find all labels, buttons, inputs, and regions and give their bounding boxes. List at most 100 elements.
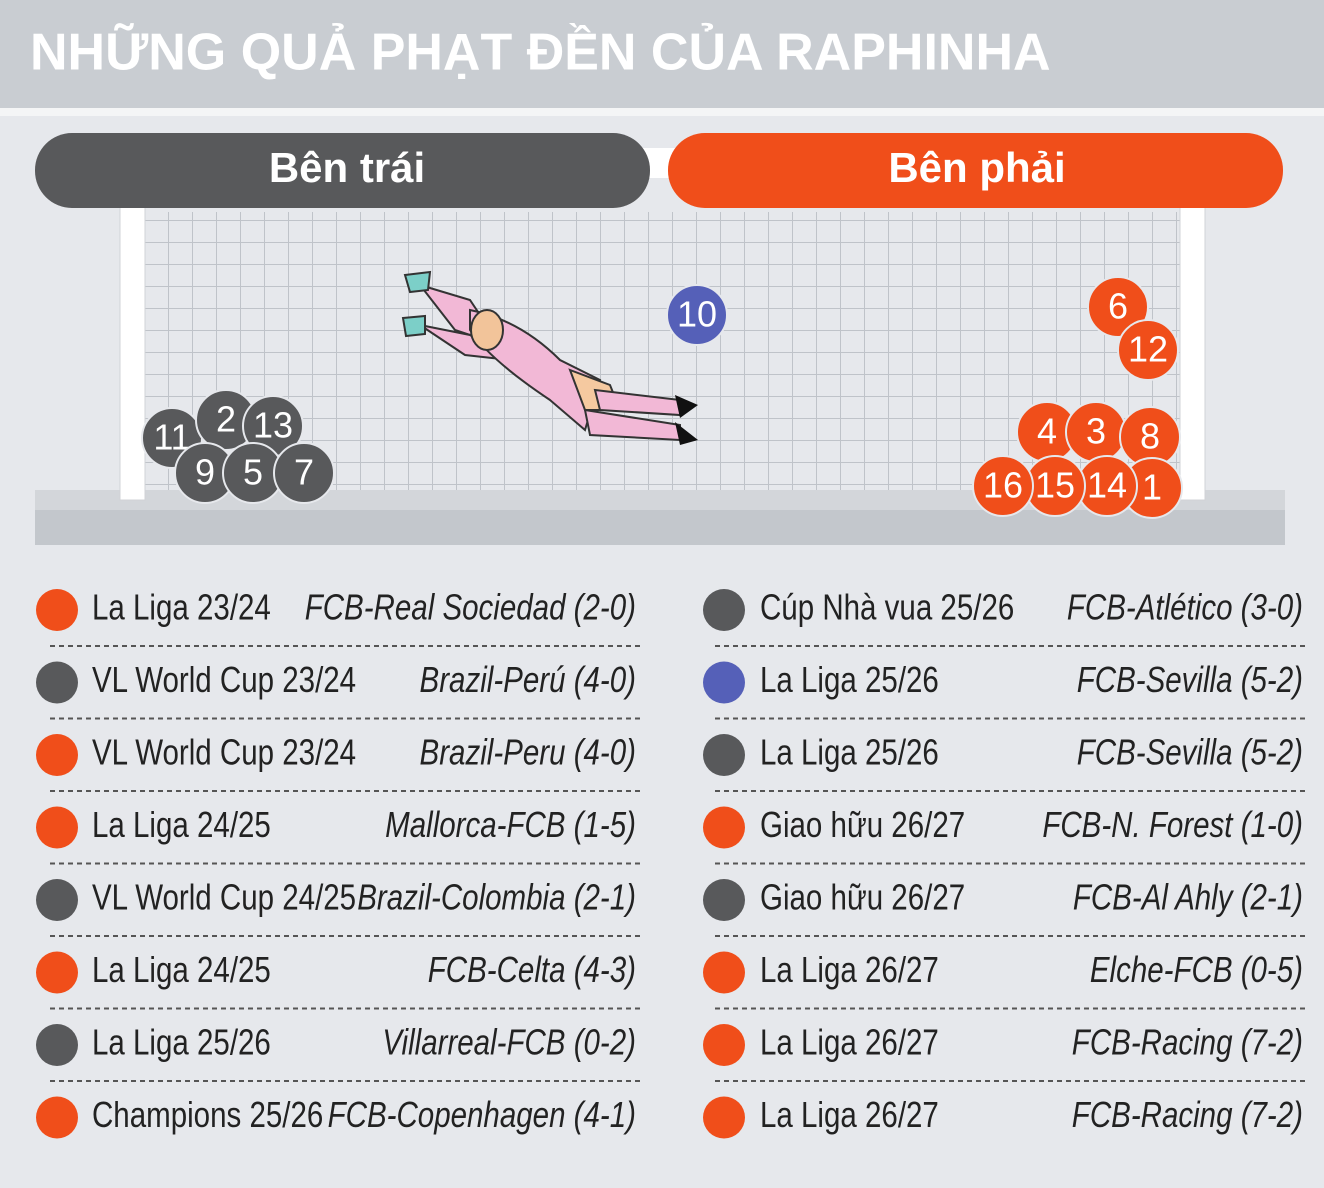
left-side-pill <box>35 133 650 208</box>
competition-group: La Liga 26/27 <box>760 1022 939 1062</box>
ball-number: 6 <box>1108 286 1128 327</box>
competition: Champions 25/26 <box>92 1094 323 1134</box>
legend-dot <box>36 1024 78 1066</box>
match-group: FCB-Sevilla (5-2) <box>1077 659 1303 699</box>
legend-dot <box>703 1024 745 1066</box>
match-group: FCB-Racing (7-2) <box>1072 1094 1303 1134</box>
ball-number: 5 <box>243 452 263 493</box>
legend-dot <box>36 951 78 994</box>
competition: Giao hữu 26/27 <box>760 804 965 844</box>
ball-number: 14 <box>1087 465 1127 506</box>
competition-group: La Liga 25/26 <box>92 1022 271 1062</box>
match-group: FCB-Racing (7-2) <box>1072 1022 1303 1062</box>
match-group: FCB-Celta (4-3) <box>428 949 636 989</box>
ball <box>666 284 728 346</box>
legend-dot <box>703 734 745 776</box>
competition-group: La Liga 24/25 <box>92 949 271 989</box>
match-group: FCB-Al Ahly (2-1) <box>1073 877 1303 917</box>
match: Brazil-Peru (4-0) <box>420 732 636 772</box>
ball-number: 8 <box>1140 416 1160 457</box>
right-side-label: Bên phải <box>888 144 1065 191</box>
match-group: Villarreal-FCB (0-2) <box>382 1022 636 1062</box>
competition-group: VL World Cup 23/24 <box>92 732 356 772</box>
legend-dot <box>36 879 78 921</box>
legend-dot <box>703 879 745 921</box>
competition-group: La Liga 24/25 <box>92 804 271 844</box>
match-group: FCB-N. Forest (1-0) <box>1042 804 1303 844</box>
legend-dot <box>36 661 78 704</box>
competition: VL World Cup 23/24 <box>92 732 356 772</box>
legend-dot <box>36 734 78 776</box>
ball-number: 1 <box>1142 467 1162 508</box>
ball-number: 15 <box>1035 465 1075 506</box>
title: NHỮNG QUẢ PHẠT ĐỀN CỦA RAPHINHA <box>30 23 1051 82</box>
competition: La Liga 23/24 <box>92 587 271 627</box>
match-group: Elche-FCB (0-5) <box>1090 949 1303 989</box>
match: Villarreal-FCB (0-2) <box>382 1022 636 1062</box>
ball <box>972 455 1034 517</box>
competition: VL World Cup 23/24 <box>92 659 356 699</box>
legend-dot <box>36 589 78 631</box>
match: FCB-Celta (4-3) <box>428 949 636 989</box>
match: FCB-Real Sociedad (2-0) <box>305 587 636 627</box>
match-group: Brazil-Peru (4-0) <box>420 732 636 772</box>
ground-line <box>35 490 1285 510</box>
goalkeeper <box>401 270 698 445</box>
ball <box>273 442 335 504</box>
match: FCB-Sevilla (5-2) <box>1077 659 1303 699</box>
ball-number: 3 <box>1086 411 1106 452</box>
ball-number: 10 <box>677 294 717 335</box>
competition: Giao hữu 26/27 <box>760 877 965 917</box>
legend-dot <box>703 1096 745 1139</box>
match-group: FCB-Real Sociedad (2-0) <box>305 587 636 627</box>
match: FCB-Atlético (3-0) <box>1067 587 1303 627</box>
competition: La Liga 26/27 <box>760 949 939 989</box>
match-group: FCB-Atlético (3-0) <box>1067 587 1303 627</box>
legend-dot <box>703 806 745 849</box>
ball-number: 7 <box>294 452 314 493</box>
match: FCB-Sevilla (5-2) <box>1077 732 1303 772</box>
match: Mallorca-FCB (1-5) <box>385 804 636 844</box>
match: FCB-Al Ahly (2-1) <box>1073 877 1303 917</box>
legend-dot <box>36 1096 78 1139</box>
match: Brazil-Perú (4-0) <box>420 659 636 699</box>
ball-number: 9 <box>195 452 215 493</box>
competition: La Liga 25/26 <box>92 1022 271 1062</box>
left-side-label: Bên trái <box>269 144 425 191</box>
match-group: FCB-Sevilla (5-2) <box>1077 732 1303 772</box>
competition: La Liga 24/25 <box>92 949 271 989</box>
right-post <box>1179 204 1206 501</box>
legend-dot <box>703 951 745 994</box>
competition: VL World Cup 24/25 <box>92 877 356 917</box>
match-group: Brazil-Perú (4-0) <box>420 659 636 699</box>
ball <box>1087 276 1149 338</box>
ball-number: 4 <box>1037 411 1057 452</box>
legend-dot <box>36 806 78 849</box>
match-group: Mallorca-FCB (1-5) <box>385 804 636 844</box>
competition: La Liga 25/26 <box>760 659 939 699</box>
ball-number: 16 <box>983 465 1023 506</box>
legend-dot <box>703 661 745 704</box>
match: FCB-N. Forest (1-0) <box>1042 804 1303 844</box>
competition-group: Cúp Nhà vua 25/26 <box>760 587 1014 627</box>
competition-group: Champions 25/26 <box>92 1094 323 1134</box>
competition-group: Giao hữu 26/27 <box>760 804 965 844</box>
competition: La Liga 26/27 <box>760 1022 939 1062</box>
legend-dot <box>703 589 745 631</box>
ball-number: 2 <box>216 399 236 440</box>
match: Elche-FCB (0-5) <box>1090 949 1303 989</box>
title-divider <box>0 108 1324 116</box>
competition-group: VL World Cup 23/24 <box>92 659 356 699</box>
competition-group: La Liga 25/26 <box>760 732 939 772</box>
competition: La Liga 25/26 <box>760 732 939 772</box>
competition-group: Giao hữu 26/27 <box>760 877 965 917</box>
competition-group: La Liga 23/24 <box>92 587 271 627</box>
competition: La Liga 26/27 <box>760 1094 939 1134</box>
match: FCB-Racing (7-2) <box>1072 1094 1303 1134</box>
competition-group: VL World Cup 24/25 <box>92 877 356 917</box>
competition-group: La Liga 25/26 <box>760 659 939 699</box>
match: FCB-Racing (7-2) <box>1072 1022 1303 1062</box>
right-side-pill <box>668 133 1283 208</box>
match-group: FCB-Copenhagen (4-1) <box>328 1094 636 1134</box>
